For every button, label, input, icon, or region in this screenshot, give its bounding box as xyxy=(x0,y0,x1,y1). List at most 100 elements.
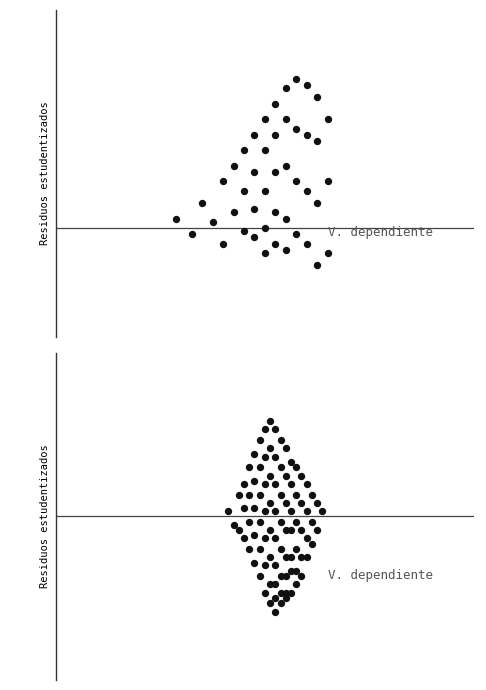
Point xyxy=(303,478,311,489)
Point xyxy=(272,560,279,571)
Point xyxy=(261,560,269,571)
Point xyxy=(198,197,206,208)
Point xyxy=(292,228,300,239)
Point xyxy=(219,176,227,187)
Point xyxy=(282,470,290,481)
Point xyxy=(261,533,269,544)
Point xyxy=(272,129,279,140)
Point xyxy=(324,176,331,187)
Point xyxy=(303,506,311,517)
Point xyxy=(261,424,269,435)
Point xyxy=(245,489,253,500)
Point xyxy=(256,462,263,473)
Point xyxy=(256,544,263,555)
Point xyxy=(261,478,269,489)
Point xyxy=(240,145,248,156)
Point xyxy=(251,475,259,486)
Point xyxy=(251,530,259,541)
Point xyxy=(188,228,195,239)
Point xyxy=(292,579,300,590)
Point xyxy=(297,470,305,481)
Point xyxy=(261,587,269,598)
Point xyxy=(272,238,279,249)
Point xyxy=(303,129,311,140)
Point xyxy=(261,145,269,156)
Point xyxy=(277,462,284,473)
Point xyxy=(324,247,331,258)
Point xyxy=(282,83,290,94)
Point xyxy=(240,226,248,237)
Point xyxy=(282,571,290,582)
Point xyxy=(303,79,311,90)
Point xyxy=(209,216,217,227)
Point xyxy=(292,565,300,576)
Point xyxy=(272,424,279,435)
Point xyxy=(272,166,279,177)
Point xyxy=(277,587,284,598)
Point xyxy=(229,160,237,171)
Point xyxy=(292,544,300,555)
Point xyxy=(261,185,269,196)
Point xyxy=(251,503,259,514)
Point xyxy=(251,204,259,215)
Point xyxy=(308,538,316,549)
Point xyxy=(313,92,321,103)
Y-axis label: Residuos estudentizados: Residuos estudentizados xyxy=(40,101,51,246)
Point xyxy=(303,552,311,563)
Point xyxy=(261,506,269,517)
Point xyxy=(266,497,274,509)
Point xyxy=(282,587,290,598)
Point xyxy=(256,435,263,446)
Point xyxy=(245,516,253,527)
Point xyxy=(272,506,279,517)
Point xyxy=(251,448,259,460)
Point xyxy=(282,552,290,563)
Point xyxy=(266,470,274,481)
Point xyxy=(272,478,279,489)
Point xyxy=(308,516,316,527)
Point xyxy=(272,533,279,544)
Point xyxy=(324,114,331,125)
Point xyxy=(272,451,279,462)
Point xyxy=(277,489,284,500)
Point xyxy=(261,247,269,258)
Point xyxy=(287,524,295,535)
Point xyxy=(261,114,269,125)
Y-axis label: Residuos estudentizados: Residuos estudentizados xyxy=(40,444,51,589)
Point xyxy=(292,73,300,84)
Point xyxy=(282,443,290,454)
Point xyxy=(282,213,290,224)
Point xyxy=(282,497,290,509)
Point xyxy=(272,207,279,218)
Point xyxy=(251,166,259,177)
Point xyxy=(261,451,269,462)
Point xyxy=(287,587,295,598)
Text: V. dependiente: V. dependiente xyxy=(328,226,433,239)
Point xyxy=(313,497,321,509)
Point xyxy=(303,533,311,544)
Point xyxy=(313,524,321,535)
Point xyxy=(240,503,248,514)
Point xyxy=(297,524,305,535)
Point xyxy=(251,557,259,568)
Point xyxy=(303,238,311,249)
Point xyxy=(282,160,290,171)
Point xyxy=(292,176,300,187)
Text: V. dependiente: V. dependiente xyxy=(328,569,433,582)
Point xyxy=(277,435,284,446)
Point xyxy=(287,506,295,517)
Point xyxy=(240,533,248,544)
Point xyxy=(313,197,321,208)
Point xyxy=(266,415,274,426)
Point xyxy=(277,598,284,609)
Point xyxy=(245,544,253,555)
Point xyxy=(256,489,263,500)
Point xyxy=(172,213,180,224)
Point xyxy=(261,222,269,233)
Point xyxy=(318,506,326,517)
Point xyxy=(266,579,274,590)
Point xyxy=(277,544,284,555)
Point xyxy=(313,135,321,146)
Point xyxy=(229,519,237,530)
Point xyxy=(287,478,295,489)
